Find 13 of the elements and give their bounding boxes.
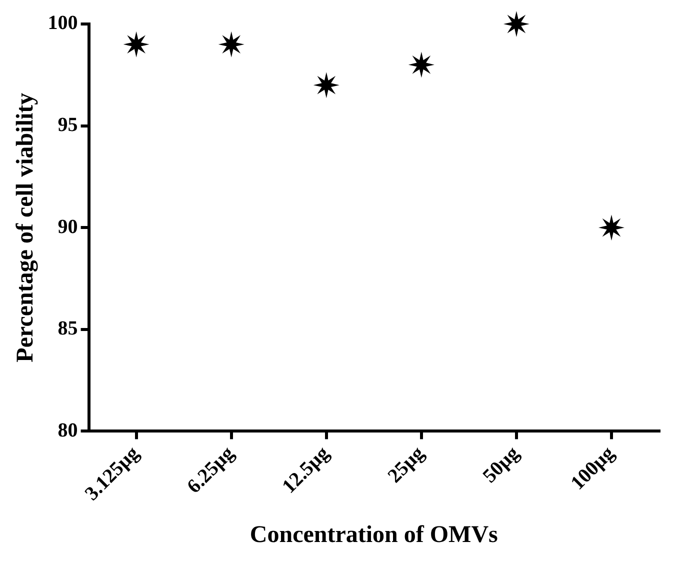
point — [218, 31, 244, 58]
y-tick-label: 100 — [48, 12, 78, 34]
y-tick-label: 95 — [58, 114, 78, 136]
y-tick-label: 90 — [58, 216, 78, 238]
point — [313, 72, 340, 98]
point — [123, 31, 150, 58]
y-tick-label: 80 — [58, 419, 78, 442]
y-tick-label: 85 — [58, 318, 78, 340]
point — [598, 214, 624, 241]
x-axis-title: Concentration of OMVs — [250, 522, 498, 548]
y-axis-title: Percentage of cell viability — [12, 92, 39, 362]
point — [503, 11, 530, 37]
point — [408, 52, 434, 78]
